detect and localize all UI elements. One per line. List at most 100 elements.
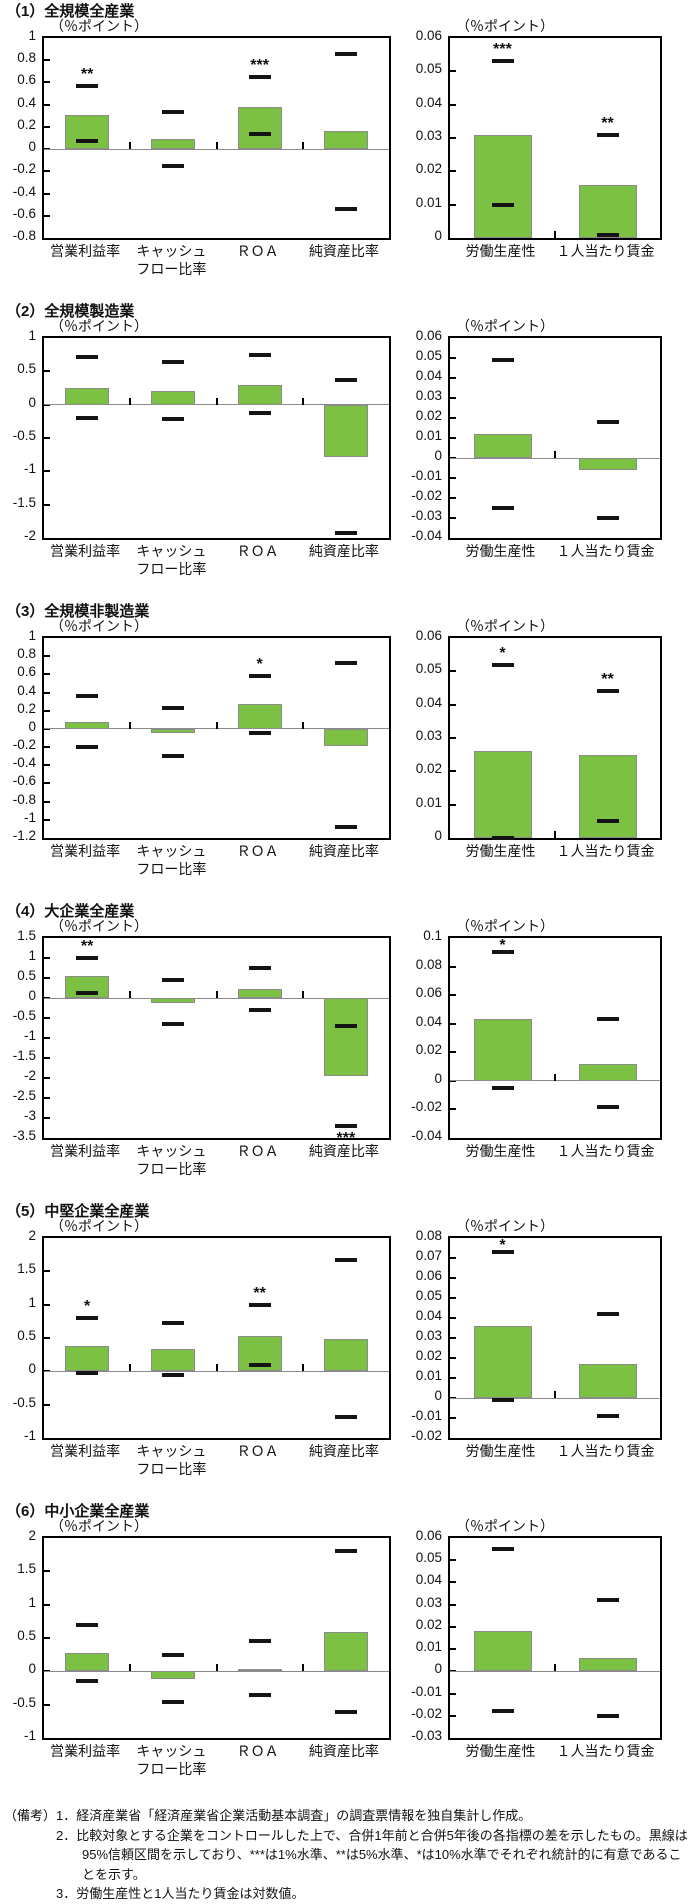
y-tick-label: 0.01 [415, 1368, 442, 1383]
x-tick-mark [301, 1664, 304, 1672]
x-tick-mark [215, 1664, 218, 1672]
ci-dash-high [162, 1653, 185, 1658]
ci-dash-low [76, 416, 99, 420]
y-tick-label: -1.5 [12, 494, 36, 510]
y-tick-mark [44, 691, 50, 694]
x-tick-mark [301, 397, 304, 405]
y-tick-mark [44, 709, 50, 712]
y-tick-label: 0.03 [415, 388, 442, 403]
y-tick-mark [450, 477, 456, 479]
panel-title: （5）中堅企業全産業 [6, 1203, 150, 1220]
y-tick-label: 0.02 [415, 761, 442, 777]
y-tick-label: 0.02 [415, 161, 442, 177]
category-label: 労働生産性 [465, 1143, 536, 1159]
y-tick-label: 2 [28, 1228, 36, 1243]
y-axis-unit-label: （％ポイント） [456, 1218, 554, 1234]
y-axis-unit-label: （％ポイント） [456, 18, 554, 34]
significance-stars: *** [336, 1130, 356, 1147]
category-label: 純資産比率 [308, 843, 379, 859]
y-tick-mark [450, 203, 456, 206]
y-tick-label: 1 [28, 28, 36, 43]
category-label: ＲＯＡ [236, 243, 279, 259]
ci-dash-low [491, 1086, 514, 1090]
x-tick-mark [215, 991, 218, 998]
y-tick-label: 0 [28, 1661, 36, 1677]
bar [473, 1631, 532, 1672]
category-label: 純資産比率 [308, 1143, 379, 1159]
category-label: ＲＯＡ [236, 1443, 279, 1459]
y-tick-label: 0.05 [415, 1288, 442, 1303]
category-label: 労働生産性 [465, 1743, 536, 1759]
x-tick-mark [301, 142, 304, 150]
ci-dash-high [491, 59, 514, 64]
y-tick-mark [450, 770, 456, 773]
y-tick-label: 0.03 [415, 1328, 442, 1343]
bar [473, 1326, 532, 1398]
y-tick-mark [44, 800, 50, 803]
y-tick-label: -0.04 [411, 528, 442, 543]
ci-dash-high [491, 358, 514, 362]
y-tick-label: 0.06 [415, 328, 442, 343]
y-tick-label: 0 [434, 1661, 442, 1677]
y-tick-mark [450, 517, 456, 519]
y-tick-mark [450, 1625, 456, 1628]
y-tick-mark [44, 764, 50, 767]
y-tick-label: -2 [23, 1068, 36, 1083]
x-tick-mark [554, 1664, 556, 1672]
y-tick-mark [44, 673, 50, 676]
y-tick-label: -0.5 [12, 1694, 36, 1710]
y-tick-label: -2 [23, 528, 36, 543]
significance-stars: * [499, 1237, 506, 1254]
y-tick-label: 1 [28, 1594, 36, 1610]
y-tick-label: 1 [28, 328, 36, 343]
y-tick-mark [44, 1270, 50, 1273]
category-label: １人当たり賃金 [556, 543, 655, 559]
x-tick-mark [129, 991, 132, 998]
chart-panel: （3）全規模非製造業 （％ポイント） * 1 0.8 0.6 0.4 0.2 0 -0.2 -0.4… [0, 600, 697, 900]
category-label: １人当たり賃金 [556, 1743, 655, 1759]
category-label: 純資産比率 [308, 543, 379, 559]
y-tick-label: -0.8 [12, 791, 36, 807]
zero-axis-line [450, 1397, 660, 1399]
y-tick-mark [450, 1377, 456, 1379]
x-tick-mark [129, 1664, 132, 1672]
category-label: キャッシュ フロー比率 [136, 543, 207, 578]
y-tick-mark [44, 1637, 50, 1639]
y-tick-mark [450, 1317, 456, 1319]
plot-area: * ** [448, 636, 662, 840]
y-tick-label: 0 [28, 139, 36, 155]
ci-dash-low [76, 991, 99, 996]
category-label: キャッシュ フロー比率 [136, 1743, 207, 1778]
y-tick-mark [44, 370, 50, 373]
y-tick-mark [44, 1017, 50, 1019]
ci-dash-low [596, 1104, 619, 1109]
y-tick-mark [450, 70, 456, 73]
y-tick-label: -0.01 [411, 468, 442, 483]
y-tick-label: 0.04 [415, 694, 442, 710]
bar [151, 391, 196, 405]
x-tick-mark [554, 1391, 556, 1398]
category-label: 営業利益率 [50, 1743, 121, 1759]
bar [323, 404, 368, 457]
significance-stars: ** [601, 671, 614, 689]
y-tick-label: 0 [434, 1070, 442, 1086]
y-tick-label: 1.5 [17, 1261, 36, 1277]
ci-dash-low [334, 825, 357, 830]
category-label: 営業利益率 [50, 843, 121, 859]
significance-stars: ** [80, 938, 94, 955]
y-tick-mark [450, 1022, 456, 1025]
bar [65, 114, 110, 150]
significance-stars: * [256, 656, 263, 674]
y-tick-label: 0.06 [415, 1528, 442, 1543]
y-tick-label: 0.4 [17, 94, 36, 110]
y-tick-mark [450, 1648, 456, 1651]
plot-area [448, 336, 662, 540]
y-tick-label: -1 [23, 461, 36, 477]
y-tick-label: 0.2 [17, 116, 36, 132]
y-tick-mark [44, 655, 50, 658]
category-label: 純資産比率 [308, 1443, 379, 1459]
y-tick-mark [44, 1057, 50, 1059]
ci-dash-high [334, 660, 357, 665]
y-tick-label: -0.02 [411, 1099, 442, 1115]
ci-dash-high [248, 353, 271, 358]
